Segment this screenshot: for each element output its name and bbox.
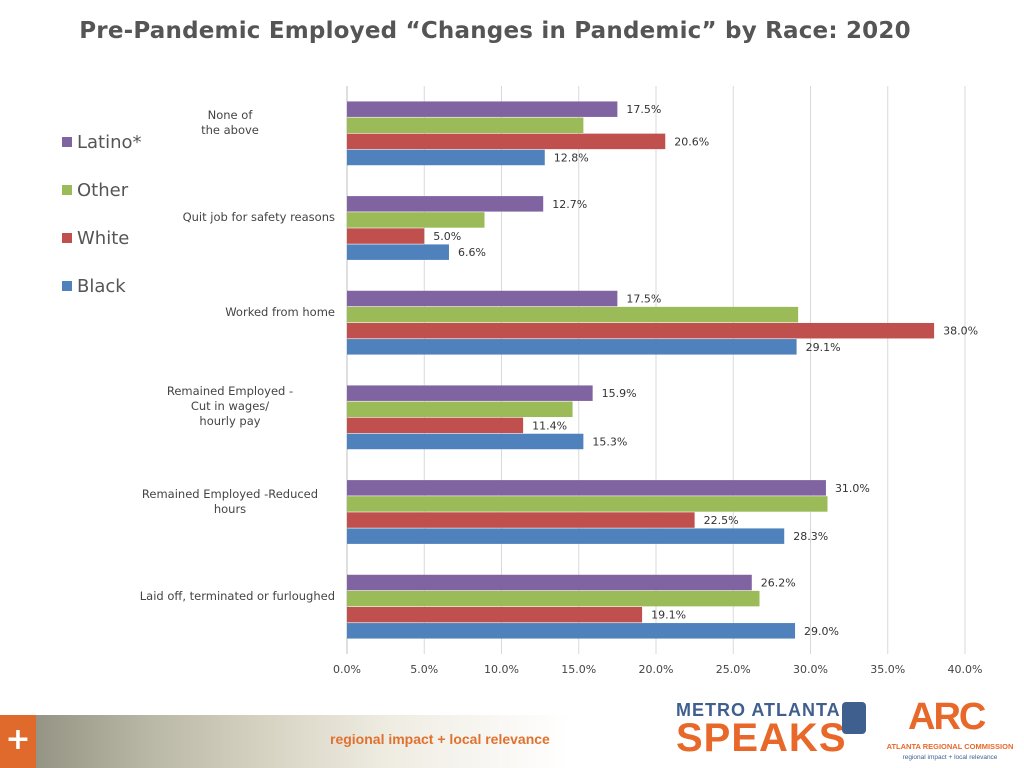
data-label: 12.8%	[554, 151, 589, 164]
x-tick-label: 15.0%	[561, 663, 596, 676]
legend-item: White	[62, 214, 142, 262]
category-label: Quit job for safety reasons	[125, 210, 335, 225]
bar-latino	[347, 574, 752, 591]
bar-other	[347, 590, 760, 607]
legend-swatch	[62, 137, 72, 147]
bar-black	[347, 528, 785, 544]
data-label: 11.4%	[532, 419, 567, 432]
bar-black	[347, 244, 449, 260]
data-label: 20.6%	[674, 135, 709, 148]
x-tick-label: 30.0%	[793, 663, 828, 676]
bar-black	[347, 149, 545, 166]
bar-latino	[347, 290, 618, 307]
category-label-line: hours	[213, 501, 247, 516]
x-tick-label: 5.0%	[410, 663, 438, 676]
category-label-line: Remained Employed -	[166, 384, 294, 399]
data-label: 6.6%	[458, 246, 486, 259]
x-tick-label: 35.0%	[870, 663, 905, 676]
bar-black	[347, 433, 584, 450]
data-label: 31.0%	[835, 482, 870, 495]
category-label-line: the above	[201, 122, 259, 137]
x-tick-label: 40.0%	[948, 663, 983, 676]
bar-other	[347, 401, 573, 418]
category-label: Worked from home	[125, 305, 335, 320]
legend-label: Black	[77, 275, 126, 297]
chart-title: Pre-Pandemic Employed “Changes in Pandem…	[79, 18, 911, 44]
legend-item: Other	[62, 166, 142, 214]
data-label: 17.5%	[626, 293, 661, 306]
legend-label: White	[77, 227, 130, 249]
x-tick-label: 20.0%	[639, 663, 674, 676]
category-label: Laid off, terminated or furloughed	[125, 589, 335, 604]
bar-latino	[347, 480, 826, 496]
category-label: Remained Employed -Reduced hours	[125, 487, 335, 517]
bar-white	[347, 228, 425, 244]
category-label-line: Cut in wages/	[190, 399, 270, 414]
x-tick-label: 10.0%	[484, 663, 519, 676]
legend-swatch	[62, 233, 72, 243]
category-label-line: None of	[207, 107, 253, 122]
legend-label: Other	[77, 179, 129, 201]
legend-swatch	[62, 281, 72, 291]
data-label: 29.0%	[804, 625, 839, 638]
bar-other	[347, 212, 485, 228]
category-label-line: hourly pay	[199, 414, 261, 429]
metro-atlanta-speaks-logo: METRO ATLANTA SPEAKS	[676, 700, 871, 760]
chart-legend: Latino* Other White Black	[62, 118, 142, 310]
legend-item: Latino*	[62, 118, 142, 166]
x-tick-label: 25.0%	[716, 663, 751, 676]
arc-tagline: regional impact + local relevance	[902, 754, 998, 761]
logo-text-bottom: SPEAKS	[676, 716, 847, 760]
bar-black	[347, 623, 796, 639]
bar-chart: 0.0% 5.0% 10.0% 15.0% 20.0% 25.0% 30.0% 35.0% 40…	[333, 86, 983, 676]
data-label: 38.0%	[943, 325, 978, 338]
category-label: Remained Employed - Cut in wages/hourly p…	[125, 384, 335, 429]
category-label-line: Worked from home	[225, 304, 335, 319]
data-label: 22.5%	[704, 514, 739, 527]
footer-tagline: regional impact + local relevance	[330, 731, 550, 747]
data-label: 19.1%	[651, 609, 686, 622]
x-tick-label: 0.0%	[333, 663, 361, 676]
bar-other	[347, 117, 584, 134]
footer-banner: + regional impact + local relevance	[0, 715, 600, 768]
arc-logo: ARC ATLANTA REGIONAL COMMISSION regional…	[880, 696, 1020, 766]
bar-white	[347, 606, 643, 623]
bar-other	[347, 306, 799, 323]
legend-item: Black	[62, 262, 142, 310]
data-label: 15.9%	[602, 387, 637, 400]
data-label: 26.2%	[761, 577, 796, 590]
bar-black	[347, 339, 797, 355]
data-label: 15.3%	[592, 435, 627, 448]
bar-white	[347, 133, 666, 150]
bar-white	[347, 322, 935, 339]
bar-latino	[347, 385, 593, 401]
data-label: 29.1%	[806, 341, 841, 354]
bar-latino	[347, 101, 618, 117]
plus-icon: +	[0, 715, 36, 768]
bar-other	[347, 496, 828, 512]
data-label: 12.7%	[552, 198, 587, 211]
data-label: 28.3%	[793, 530, 828, 543]
data-label: 17.5%	[626, 103, 661, 116]
category-label-line: Remained Employed -Reduced	[141, 486, 319, 501]
bar-white	[347, 417, 524, 434]
arc-mark: ARC	[908, 696, 986, 738]
legend-swatch	[62, 185, 72, 195]
category-label-line: Quit job for safety reasons	[182, 210, 335, 224]
logo-text-top: METRO ATLANTA	[676, 700, 841, 720]
category-label-line: Laid off, terminated or furloughed	[139, 588, 335, 603]
data-label: 5.0%	[433, 230, 461, 243]
arc-name: ATLANTA REGIONAL COMMISSION	[886, 742, 1014, 751]
legend-label: Latino*	[77, 131, 142, 153]
category-label: None of the above	[125, 108, 335, 138]
speech-bubble-icon	[842, 702, 866, 734]
bar-white	[347, 512, 695, 528]
bar-latino	[347, 196, 544, 212]
